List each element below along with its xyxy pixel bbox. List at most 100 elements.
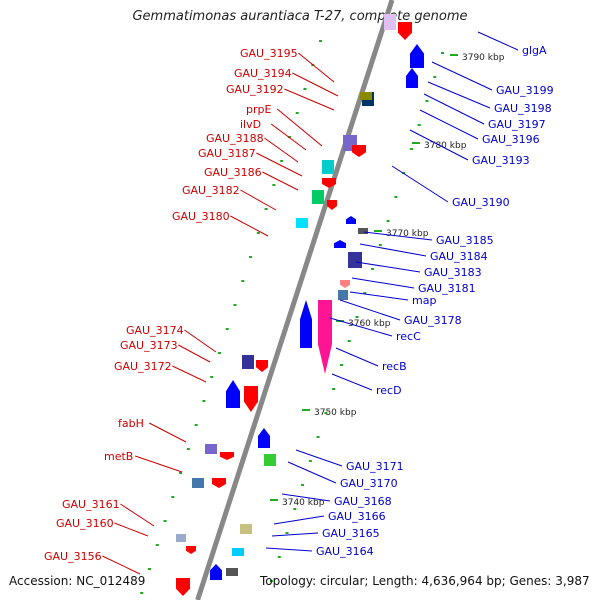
gene-label-reverse: GAU_3185 [436,234,494,247]
gene-label-reverse: glgA [522,44,547,57]
forward-gene-arrow [340,280,350,288]
reverse-gene-arrow [226,380,240,408]
gene-leader-line [184,329,217,353]
forward-gene-arrow [318,300,332,374]
gene-label-reverse: map [412,294,436,307]
gene-leader-line [240,189,277,211]
gene-leader-line [287,461,337,484]
minor-tick [363,292,367,294]
gene-leader-line [391,165,449,203]
gene-leader-line [329,317,393,337]
minor-tick [316,436,320,438]
gene-label-forward: GAU_3180 [172,210,230,223]
gene-label-forward: GAU_3173 [120,339,178,352]
gene-label-reverse: GAU_3197 [488,118,546,131]
minor-tick [241,280,245,282]
minor-tick [339,364,343,366]
gene-block [192,478,204,488]
gene-leader-line [256,152,303,177]
minor-tick [140,592,144,594]
gene-label-reverse: recB [382,360,407,373]
gene-label-reverse: GAU_3178 [404,314,462,327]
minor-tick [179,472,183,474]
minor-tick [217,352,221,354]
gene-leader-line [331,373,373,391]
forward-gene-arrow [256,360,268,372]
gene-label-reverse: GAU_3170 [340,477,398,490]
minor-tick [233,304,237,306]
minor-tick [355,316,359,318]
gene-leader-line [431,61,493,91]
minor-tick [225,328,229,330]
gene-block [338,290,348,300]
minor-tick [409,148,413,150]
gene-label-reverse: GAU_3164 [316,545,374,558]
gene-leader-line [276,108,323,147]
minor-tick [277,556,281,558]
gene-label-reverse: GAU_3190 [452,196,510,209]
genome-summary-label: Topology: circular; Length: 4,636,964 bp… [260,574,590,588]
gene-block [312,190,324,204]
minor-tick [394,196,398,198]
gene-block [358,228,368,234]
gene-leader-line [270,123,307,151]
gene-block [240,524,252,534]
minor-tick [280,160,284,162]
gene-label-forward: GAU_3186 [204,166,262,179]
gene-label-forward: prpE [246,103,271,116]
gene-leader-line [264,137,299,163]
gene-label-forward: metB [104,450,133,463]
kbp-label: 3790 kbp [462,53,505,63]
gene-label-reverse: GAU_3168 [334,495,392,508]
gene-label-reverse: GAU_3198 [494,102,552,115]
gene-label-forward: GAU_3174 [126,324,184,337]
gene-label-forward: GAU_3160 [56,517,114,530]
minor-tick [441,52,445,54]
gene-leader-line [477,31,519,51]
minor-tick [386,220,390,222]
minor-tick [264,208,268,210]
forward-gene-arrow [176,578,190,596]
gene-label-reverse: GAU_3193 [472,154,530,167]
gene-leader-line [148,422,187,443]
gene-label-forward: fabH [118,417,144,430]
minor-tick [371,268,375,270]
gene-label-reverse: GAU_3184 [430,250,488,263]
minor-tick [171,496,175,498]
gene-leader-line [351,277,415,289]
minor-tick [163,520,167,522]
forward-gene-arrow [212,478,226,488]
forward-gene-arrow [220,452,234,460]
minor-tick [285,532,289,534]
kbp-label: 3770 kbp [386,229,429,239]
gene-block [360,92,372,100]
minor-tick [210,376,214,378]
gene-leader-line [339,299,401,321]
gene-label-reverse: GAU_3171 [346,460,404,473]
kbp-label: 3750 kbp [314,408,357,418]
gene-leader-line [423,93,485,125]
gene-leader-line [427,81,491,109]
gene-block [232,548,244,556]
gene-leader-line [292,72,339,97]
gene-label-forward: GAU_3187 [198,147,256,160]
reverse-gene-arrow [410,44,424,68]
minor-tick [308,460,312,462]
forward-gene-arrow [327,200,337,210]
forward-gene-arrow [398,22,412,40]
minor-tick [324,412,328,414]
gene-leader-line [284,88,335,111]
gene-leader-line [349,291,409,301]
gene-leader-line [120,503,155,527]
minor-tick [186,448,190,450]
gene-label-forward: GAU_3161 [62,498,120,511]
minor-tick [347,340,351,342]
gene-leader-line [355,261,421,273]
gene-block [176,534,186,542]
gene-label-reverse: GAU_3165 [322,527,380,540]
gene-label-reverse: GAU_3196 [482,133,540,146]
gene-label-forward: ilvD [240,118,261,131]
minor-tick [287,136,291,138]
gene-label-forward: GAU_3192 [226,83,284,96]
